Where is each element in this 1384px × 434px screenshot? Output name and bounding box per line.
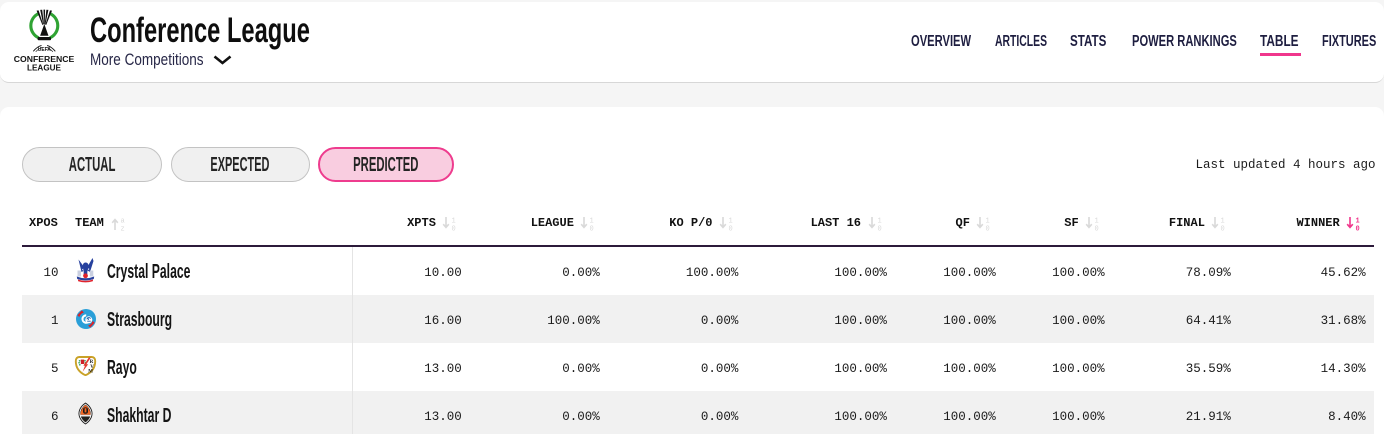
svg-text:1: 1	[590, 218, 594, 226]
svg-text:1: 1	[1221, 218, 1225, 226]
svg-text:1: 1	[729, 218, 733, 226]
svg-text:0: 0	[590, 226, 594, 232]
svg-text:1: 1	[877, 218, 881, 226]
svg-text:0: 0	[1221, 226, 1225, 232]
svg-text:CONFERENCE: CONFERENCE	[14, 55, 75, 64]
svg-text:0: 0	[986, 226, 990, 232]
svg-text:0: 0	[1095, 226, 1099, 232]
svg-text:1: 1	[1095, 218, 1099, 226]
svg-text:0: 0	[1356, 226, 1360, 232]
svg-text:0: 0	[452, 226, 456, 232]
svg-text:UEFA: UEFA	[38, 47, 51, 53]
svg-text:0: 0	[729, 226, 733, 232]
svg-text:V: V	[90, 365, 94, 370]
svg-text:a: a	[121, 218, 125, 226]
svg-text:1: 1	[986, 218, 990, 226]
svg-text:1: 1	[1356, 218, 1360, 226]
svg-text:M: M	[88, 369, 93, 374]
svg-text:z: z	[121, 226, 125, 232]
svg-text:1: 1	[452, 218, 456, 226]
svg-text:R: R	[90, 360, 94, 365]
svg-text:0: 0	[877, 226, 881, 232]
svg-text:LEAGUE: LEAGUE	[27, 63, 61, 72]
